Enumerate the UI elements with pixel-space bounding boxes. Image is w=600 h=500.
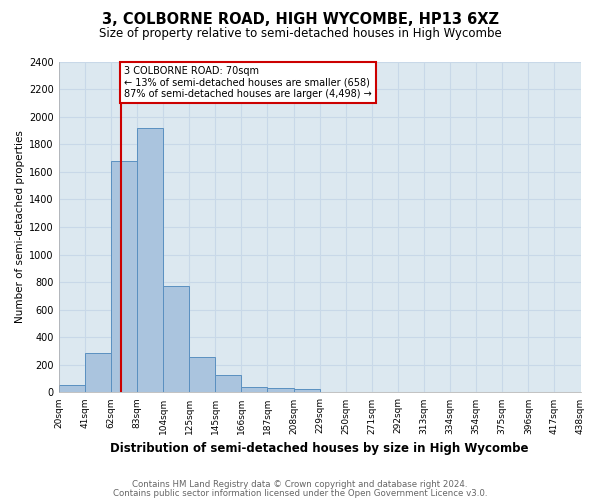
Bar (189, 358, 215, 392)
Bar (241, 387, 268, 392)
X-axis label: Distribution of semi-detached houses by size in High Wycombe: Distribution of semi-detached houses by … (110, 442, 529, 455)
Bar (85, 353, 111, 393)
Text: Contains public sector information licensed under the Open Government Licence v3: Contains public sector information licen… (113, 488, 487, 498)
Bar (163, 286, 189, 393)
Text: Size of property relative to semi-detached houses in High Wycombe: Size of property relative to semi-detach… (98, 28, 502, 40)
Bar (215, 374, 241, 392)
Text: 3, COLBORNE ROAD, HIGH WYCOMBE, HP13 6XZ: 3, COLBORNE ROAD, HIGH WYCOMBE, HP13 6XZ (101, 12, 499, 28)
Text: Contains HM Land Registry data © Crown copyright and database right 2024.: Contains HM Land Registry data © Crown c… (132, 480, 468, 489)
Bar (268, 388, 293, 392)
Y-axis label: Number of semi-detached properties: Number of semi-detached properties (15, 130, 25, 324)
Bar (59, 385, 85, 392)
Bar (293, 389, 320, 392)
Bar (137, 128, 163, 392)
Text: 3 COLBORNE ROAD: 70sqm
← 13% of semi-detached houses are smaller (658)
87% of se: 3 COLBORNE ROAD: 70sqm ← 13% of semi-det… (124, 66, 372, 99)
Bar (111, 161, 137, 392)
